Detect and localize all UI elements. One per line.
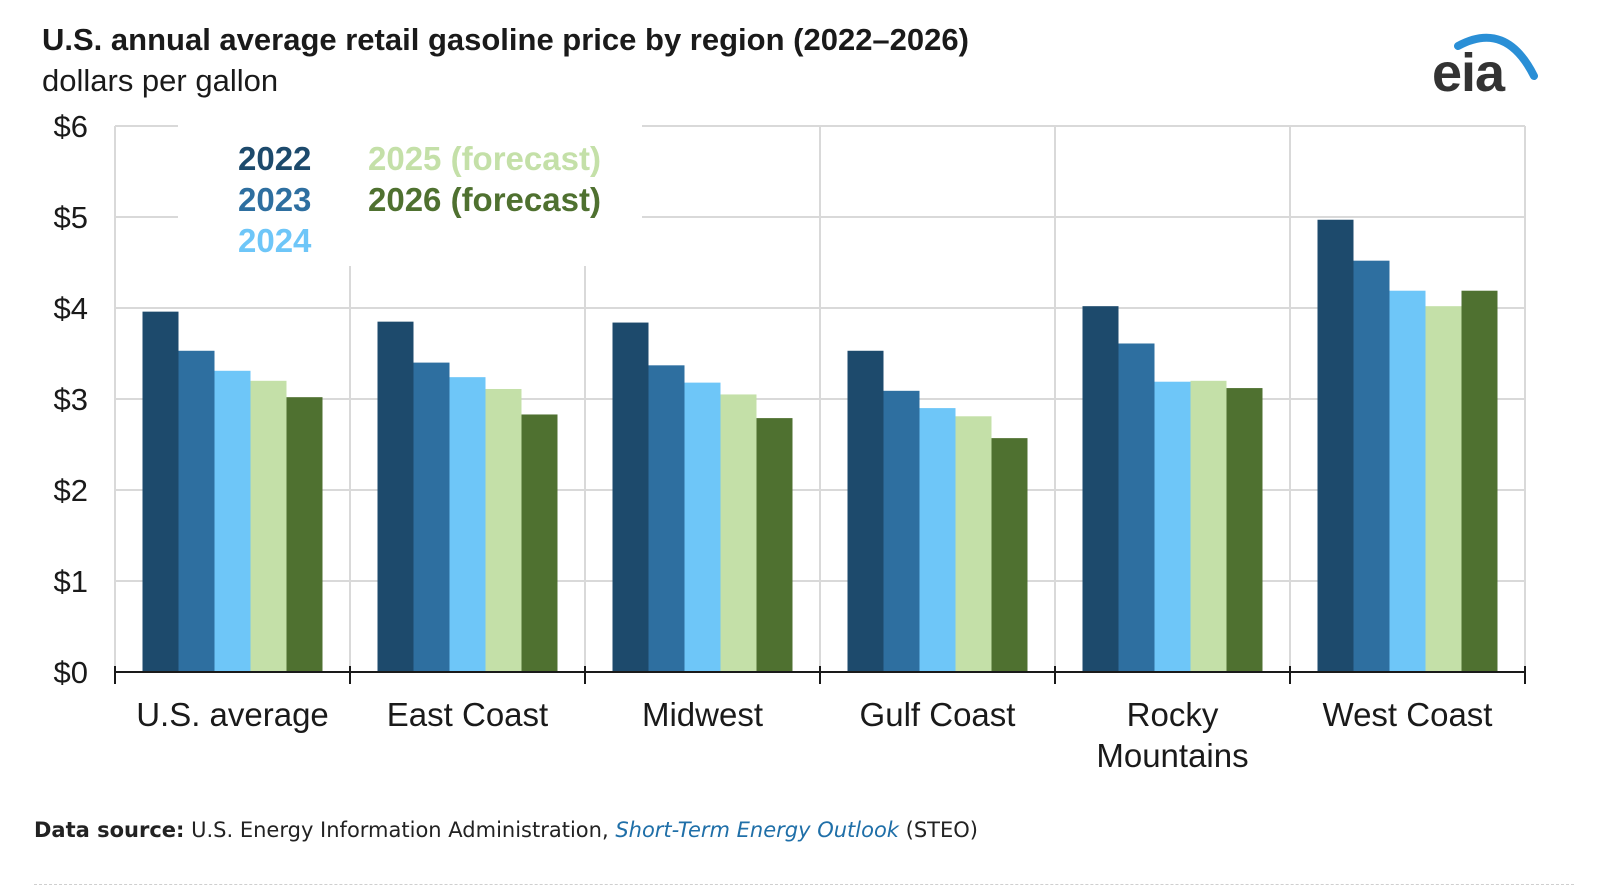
x-category-label: East Coast bbox=[387, 696, 548, 733]
bar-2026-4 bbox=[1226, 388, 1263, 672]
bar-2026-0 bbox=[286, 397, 323, 672]
bar-2024-4 bbox=[1154, 381, 1191, 672]
chart-subtitle: dollars per gallon bbox=[42, 63, 279, 98]
source-suffix: (STEO) bbox=[898, 818, 978, 842]
data-source-note: Data source: U.S. Energy Information Adm… bbox=[34, 818, 978, 842]
bar-2022-4 bbox=[1082, 306, 1119, 672]
axes: $0 $1 $2 $3 $4 $5 $6 U.S. average East Coast Midw… bbox=[54, 109, 1526, 774]
steo-link[interactable]: Short-Term Energy Outlook bbox=[615, 818, 899, 842]
chart-title: U.S. annual average retail gasoline pric… bbox=[42, 22, 969, 57]
bar-2026-5 bbox=[1461, 290, 1498, 672]
eia-logo[interactable]: eia bbox=[1428, 28, 1538, 108]
bar-2025-3 bbox=[955, 416, 992, 672]
bar-2025-4 bbox=[1190, 380, 1227, 672]
y-tick-label: $3 bbox=[54, 382, 88, 417]
legend-entry-2022: 2022 bbox=[238, 140, 311, 177]
bar-2024-2 bbox=[684, 382, 721, 672]
y-tick-label: $2 bbox=[54, 473, 88, 508]
bar-2022-1 bbox=[377, 321, 414, 672]
bars bbox=[142, 219, 1498, 673]
bar-2024-1 bbox=[449, 377, 486, 672]
x-category-label: Midwest bbox=[642, 696, 763, 733]
gridlines bbox=[114, 125, 1526, 672]
bar-2023-4 bbox=[1118, 343, 1155, 672]
bar-2022-0 bbox=[142, 311, 179, 672]
legend-entry-2025: 2025 (forecast) bbox=[368, 140, 601, 177]
legend-entry-2024: 2024 bbox=[238, 222, 312, 259]
bar-2023-1 bbox=[413, 362, 450, 672]
bar-2024-0 bbox=[214, 370, 251, 672]
legend-entry-2026: 2026 (forecast) bbox=[368, 181, 601, 218]
bar-2026-1 bbox=[521, 414, 558, 672]
bar-2025-1 bbox=[485, 388, 522, 672]
bar-2025-0 bbox=[250, 380, 287, 672]
legend: 2022 2023 2024 2025 (forecast) 2026 (forecas… bbox=[178, 118, 642, 266]
bar-2022-3 bbox=[847, 350, 884, 672]
bar-2023-0 bbox=[178, 350, 215, 672]
y-tick-label: $5 bbox=[54, 200, 88, 235]
y-tick-label: $4 bbox=[54, 291, 88, 326]
legend-entry-2023: 2023 bbox=[238, 181, 311, 218]
footer-divider bbox=[34, 884, 1574, 885]
eia-logo-icon bbox=[1454, 33, 1538, 80]
bar-2025-5 bbox=[1425, 306, 1462, 672]
bar-2024-5 bbox=[1389, 290, 1426, 672]
y-tick-label: $1 bbox=[54, 564, 88, 599]
bar-2023-2 bbox=[648, 365, 685, 672]
bar-2022-2 bbox=[612, 322, 649, 672]
y-tick-label: $6 bbox=[54, 109, 88, 144]
bar-2026-2 bbox=[756, 418, 793, 672]
bar-chart: $0 $1 $2 $3 $4 $5 $6 U.S. average East Coast Midw… bbox=[54, 109, 1526, 774]
eia-logo-text: eia bbox=[1432, 43, 1505, 103]
x-category-label: U.S. average bbox=[136, 696, 329, 733]
bar-2025-2 bbox=[720, 394, 757, 672]
legend-background bbox=[178, 118, 642, 266]
source-label: Data source: bbox=[34, 818, 185, 842]
source-text: U.S. Energy Information Administration, bbox=[184, 818, 616, 842]
bar-2024-3 bbox=[919, 408, 956, 672]
x-category-label: Gulf Coast bbox=[860, 696, 1016, 733]
x-category-label: Rocky bbox=[1127, 696, 1219, 733]
bar-2022-5 bbox=[1317, 219, 1354, 673]
x-category-label: Mountains bbox=[1096, 737, 1248, 774]
y-tick-label: $0 bbox=[54, 655, 88, 690]
bar-2026-3 bbox=[991, 438, 1028, 672]
x-category-label: West Coast bbox=[1323, 696, 1493, 733]
bar-2023-5 bbox=[1353, 260, 1390, 672]
bar-2023-3 bbox=[883, 390, 920, 672]
